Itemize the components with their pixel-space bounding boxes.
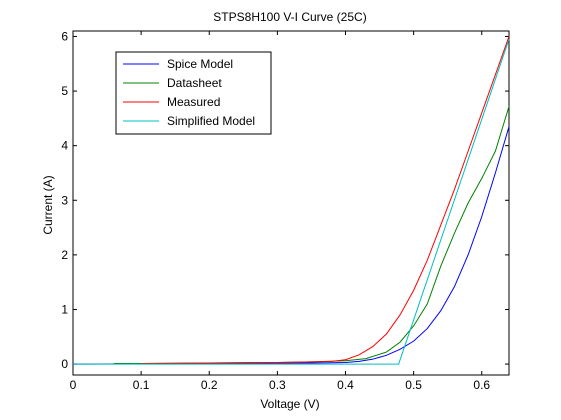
x-axis-label: Voltage (V)	[260, 397, 319, 411]
y-axis-label: Current (A)	[41, 175, 55, 234]
legend-label: Spice Model	[167, 57, 233, 71]
legend-label: Measured	[167, 95, 220, 109]
axis-ticks: 0 0.1 0.2 0.3 0.4 0.5 0.6 0 1 2 3 4 5 6	[61, 29, 509, 392]
y-tick-label: 5	[61, 84, 68, 98]
series-line-measured	[141, 36, 510, 365]
y-tick-label: 2	[61, 248, 68, 262]
y-tick-label: 6	[61, 29, 68, 43]
x-tick-label: 0.5	[405, 378, 422, 392]
series-line-simplified-model	[73, 39, 510, 365]
chart-title: STPS8H100 V-I Curve (25C)	[213, 10, 366, 24]
legend-label: Simplified Model	[167, 114, 255, 128]
y-tick-label: 0	[61, 357, 68, 371]
y-tick-label: 1	[61, 302, 68, 316]
x-tick-label: 0.6	[473, 378, 490, 392]
x-tick-label: 0.3	[269, 378, 286, 392]
x-tick-label: 0.1	[133, 378, 150, 392]
x-tick-label: 0.4	[337, 378, 354, 392]
x-tick-label: 0.2	[201, 378, 218, 392]
series-layer	[72, 36, 510, 365]
y-tick-label: 4	[61, 139, 68, 153]
x-tick-label: 0	[70, 378, 77, 392]
y-tick-label: 3	[61, 193, 68, 207]
legend: Spice Model Datasheet Measured Simplified M…	[115, 51, 272, 135]
legend-box	[115, 51, 272, 135]
legend-label: Datasheet	[167, 76, 222, 90]
